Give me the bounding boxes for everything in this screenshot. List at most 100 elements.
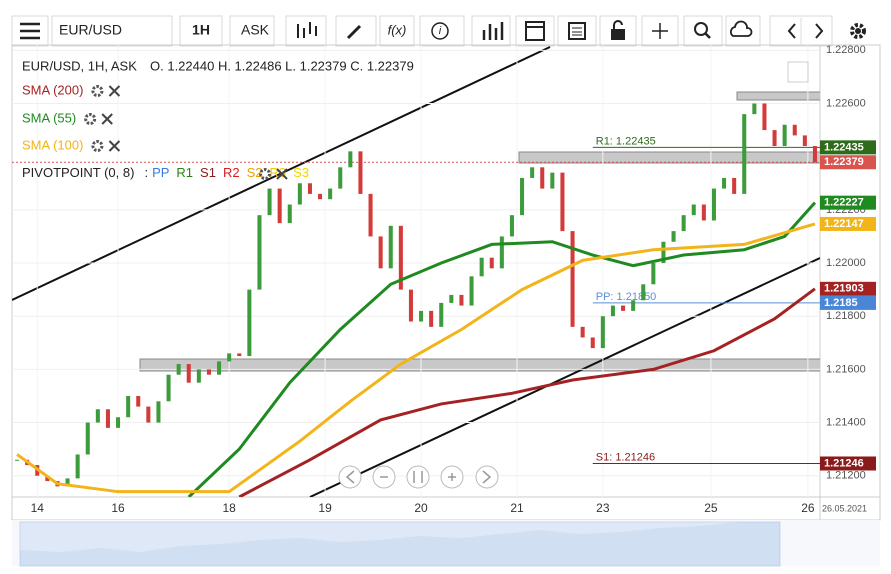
candle [388, 225, 393, 269]
candle [186, 364, 191, 383]
candle [368, 193, 373, 237]
candle [95, 409, 100, 423]
info-button[interactable] [419, 15, 465, 47]
date-label: 26.05.2021 [822, 503, 867, 513]
candle [661, 241, 666, 264]
settings-icon[interactable] [259, 168, 272, 180]
candle [267, 188, 272, 216]
scroll-left[interactable] [338, 465, 362, 489]
interval-box[interactable] [179, 15, 223, 47]
side-box[interactable] [229, 15, 275, 47]
candle [166, 374, 171, 402]
price-badge-label: 1.21246 [824, 457, 864, 469]
menu-button[interactable] [11, 15, 49, 47]
candle [520, 177, 525, 216]
zone [518, 151, 820, 164]
candle [105, 409, 110, 428]
legend-entry: SMA (55) [22, 110, 76, 125]
candle [752, 103, 757, 115]
candle [196, 369, 201, 383]
candle [550, 172, 555, 189]
candle [641, 284, 646, 301]
y-tick-label: 1.21600 [826, 363, 866, 375]
zone [736, 91, 820, 101]
function-button[interactable] [379, 15, 415, 47]
scroll-right[interactable] [475, 465, 499, 489]
candle [691, 204, 696, 216]
pivot-item: R1 [176, 165, 193, 180]
function-label[interactable]: f(x) [388, 22, 407, 37]
y-tick-label: 1.21400 [826, 416, 866, 428]
symbol[interactable]: EUR/USD [59, 22, 122, 38]
price-badge-label: 1.22147 [824, 218, 864, 230]
candle [237, 353, 242, 357]
pivot-item: R2 [223, 165, 240, 180]
candle [439, 302, 444, 327]
reset[interactable] [406, 465, 430, 489]
price-badge-label: 1.21903 [824, 283, 864, 295]
plot: R1: 1.22435 PP: 1.21850 S1: 1.21246 [12, 45, 820, 497]
settings-icon[interactable] [91, 140, 104, 152]
remove-icon[interactable] [108, 140, 121, 152]
sma-line [187, 201, 817, 497]
candle [297, 183, 302, 205]
settings-icon[interactable] [84, 113, 97, 125]
candle [247, 289, 252, 357]
info-label[interactable]: i [439, 25, 442, 37]
x-tick-label: 18 [222, 501, 236, 515]
candle [540, 167, 545, 189]
symbol-box[interactable] [51, 15, 173, 47]
candle [742, 114, 747, 194]
remove-icon[interactable] [108, 85, 121, 97]
candle [560, 172, 565, 232]
candle [802, 135, 807, 147]
candle [136, 395, 141, 407]
zoom-button[interactable] [683, 15, 723, 47]
candle [146, 406, 151, 423]
zoom-controls [338, 465, 499, 489]
candle [600, 316, 605, 349]
candle [156, 401, 161, 423]
candle [449, 294, 454, 303]
price-badge [820, 456, 876, 471]
price-badge-label: 1.22379 [824, 156, 864, 168]
x-tick-label: 16 [111, 501, 125, 515]
settings-icon[interactable] [91, 85, 104, 97]
candle [338, 167, 343, 189]
price-badge-label: 1.22435 [824, 141, 864, 153]
x-tick-label: 20 [414, 501, 428, 515]
chart-type-button[interactable] [285, 15, 327, 47]
candle [408, 289, 413, 322]
calendar-button[interactable] [515, 15, 555, 47]
news-button[interactable] [557, 15, 597, 47]
candle [621, 305, 626, 311]
candle [479, 257, 484, 277]
x-tick-label: 14 [31, 501, 45, 515]
settings-button[interactable] [850, 23, 866, 39]
pivot-item: S3 [293, 165, 309, 180]
candle [217, 361, 222, 375]
expand-icon[interactable] [787, 61, 809, 83]
price-badge [820, 295, 876, 310]
pivot-sep: : [144, 165, 148, 180]
candle [489, 257, 494, 269]
candle [419, 310, 424, 322]
candle [580, 326, 585, 338]
remove-icon[interactable] [276, 168, 288, 180]
pivot-label: S1: 1.21246 [596, 451, 655, 463]
candle [429, 310, 434, 327]
interval[interactable]: 1H [192, 22, 210, 38]
side[interactable]: ASK [241, 22, 270, 38]
y-tick-label: 1.22000 [826, 257, 866, 269]
candle [459, 294, 464, 306]
price-badge [820, 140, 876, 155]
candle [206, 369, 211, 375]
candle [45, 475, 50, 482]
x-tick-label: 21 [510, 501, 524, 515]
remove-icon[interactable] [101, 113, 113, 125]
candle [85, 422, 90, 455]
candle [701, 204, 706, 221]
pivot-label: PP: 1.21850 [596, 291, 657, 303]
candle [499, 236, 504, 269]
